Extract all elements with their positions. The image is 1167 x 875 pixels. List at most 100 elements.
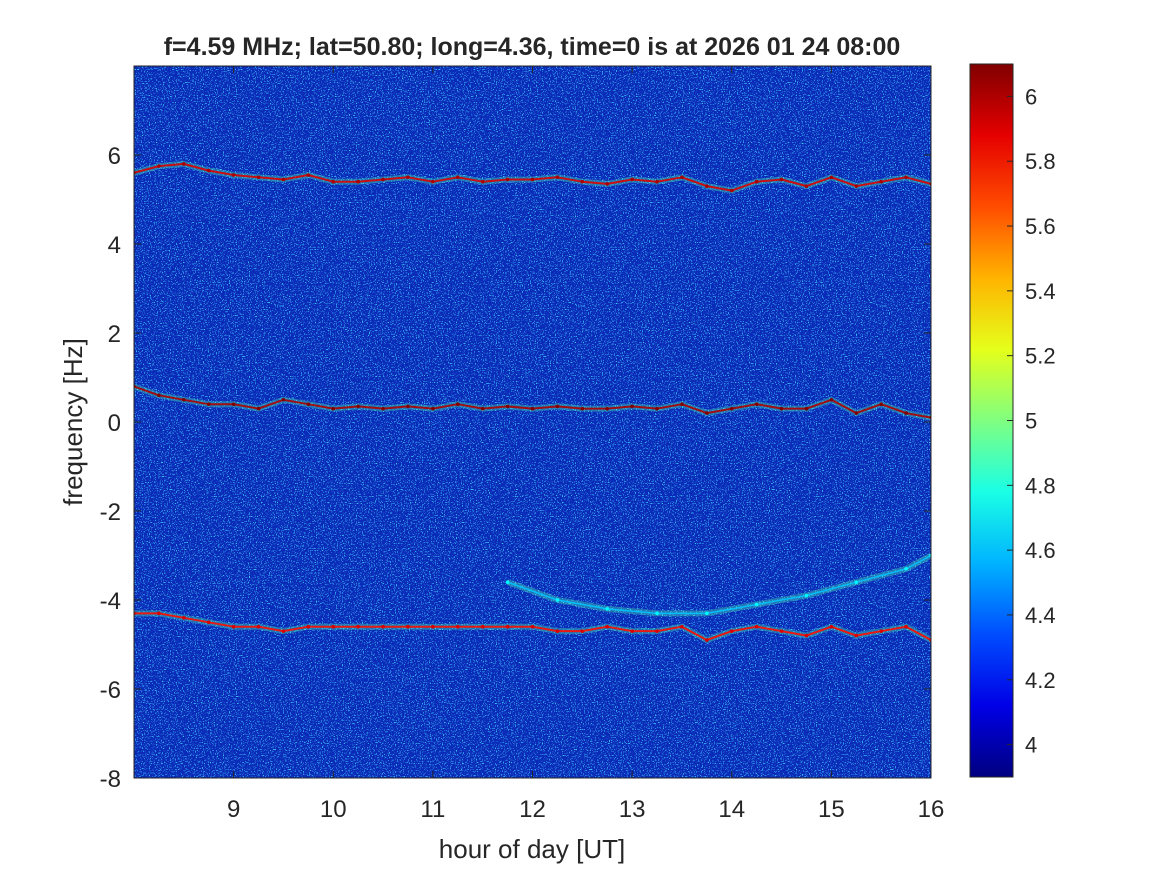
trace-point (455, 624, 460, 629)
x-tick-label: 12 (519, 796, 546, 823)
trace-point (804, 593, 809, 598)
y-tick-label: 4 (108, 232, 121, 259)
trace-point (630, 177, 634, 182)
colorbar-tick-label: 5.2 (1025, 344, 1056, 369)
trace-point (206, 402, 211, 407)
x-tick-label: 9 (227, 796, 240, 823)
trace-point (406, 404, 410, 409)
colorbar-tick-label: 4 (1025, 733, 1037, 758)
trace-point (431, 624, 435, 629)
trace-point (480, 179, 485, 184)
colorbar-tick-label: 4.6 (1025, 538, 1056, 563)
trace-point (406, 624, 410, 629)
trace-point (505, 624, 510, 629)
trace-point (705, 638, 709, 642)
trace-point (879, 402, 883, 407)
y-tick-label: -2 (100, 499, 121, 526)
trace-point (480, 624, 485, 629)
y-axis-label: frequency [Hz] (58, 338, 88, 506)
trace-point (256, 406, 261, 411)
colorbar-tick-label: 5.4 (1025, 279, 1056, 304)
trace-point (231, 624, 236, 629)
trace-point (381, 177, 385, 182)
colorbar-tick-label: 4.8 (1025, 473, 1056, 498)
trace-point (505, 580, 510, 584)
trace-point (182, 397, 186, 402)
trace-point (530, 177, 535, 182)
trace-point (630, 629, 634, 633)
chart-title: f=4.59 MHz; lat=50.80; long=4.36, time=0… (164, 33, 901, 61)
trace-point (680, 624, 684, 629)
trace-point (256, 175, 261, 180)
trace-point (505, 177, 510, 182)
trace-point (879, 179, 883, 184)
trace-point (381, 624, 385, 629)
trace-point (729, 629, 734, 633)
y-tick-label: -6 (100, 677, 121, 704)
trace-point (231, 402, 236, 407)
trace-point (655, 406, 659, 411)
trace-point (605, 406, 610, 411)
y-tick-label: 2 (108, 321, 121, 348)
trace-point (729, 188, 734, 193)
trace-point (281, 629, 286, 633)
colorbar-tick-label: 5.6 (1025, 214, 1056, 239)
trace-point (605, 607, 610, 611)
x-tick-label: 16 (918, 796, 945, 823)
trace-point (157, 164, 161, 168)
trace-line (507, 554, 931, 615)
trace-point (904, 624, 908, 629)
x-tick-label: 14 (718, 796, 745, 823)
trace-point (555, 175, 560, 180)
trace-point (157, 611, 161, 616)
trace-point (705, 411, 709, 415)
trace-point (580, 179, 585, 184)
trace-point (854, 580, 859, 584)
trace-point (879, 629, 883, 633)
trace-point (182, 616, 186, 620)
trace-point (206, 168, 211, 173)
trace-point (331, 179, 336, 184)
trace-point (655, 629, 659, 633)
trace-point (630, 404, 634, 409)
trace-point (182, 162, 186, 166)
trace-point (779, 177, 784, 182)
trace-point (680, 175, 684, 180)
y-axis-ticks: -8 -6 -4 -2 0 2 4 6 (100, 143, 931, 793)
y-tick-label: 6 (108, 143, 121, 170)
trace-point (829, 175, 834, 180)
trace-point (904, 411, 908, 415)
trace-point (829, 397, 834, 402)
trace-point (306, 173, 311, 177)
trace-point (256, 624, 261, 629)
x-tick-label: 13 (619, 796, 646, 823)
trace-point (505, 404, 510, 409)
trace-point (431, 406, 435, 411)
trace-point (705, 611, 709, 616)
colorbar-ticks: 4 4.2 4.4 4.6 4.8 5 5.2 5.4 5.6 5.8 6 (1007, 84, 1056, 758)
trace-point (331, 406, 336, 411)
x-tick-label: 10 (320, 796, 347, 823)
x-axis-ticks: 9 10 11 12 13 14 15 16 (227, 66, 944, 823)
trace-point (754, 179, 759, 184)
trace-point (157, 393, 161, 398)
trace-point (754, 602, 759, 607)
trace-point (331, 624, 336, 629)
trace-point (829, 624, 834, 629)
trace-point (530, 624, 535, 629)
x-tick-label: 11 (420, 796, 445, 823)
trace-point (406, 175, 410, 180)
trace-point (530, 406, 535, 411)
trace-point (555, 629, 560, 633)
trace-point (754, 402, 759, 407)
trace-point (605, 182, 610, 186)
trace-point (356, 179, 360, 184)
trace-point (580, 406, 585, 411)
colorbar-tick-label: 5 (1025, 409, 1037, 434)
trace-point (381, 406, 385, 411)
trace-point (356, 404, 360, 409)
trace-point (281, 397, 286, 402)
trace-point (779, 629, 784, 633)
trace-point (306, 624, 311, 629)
